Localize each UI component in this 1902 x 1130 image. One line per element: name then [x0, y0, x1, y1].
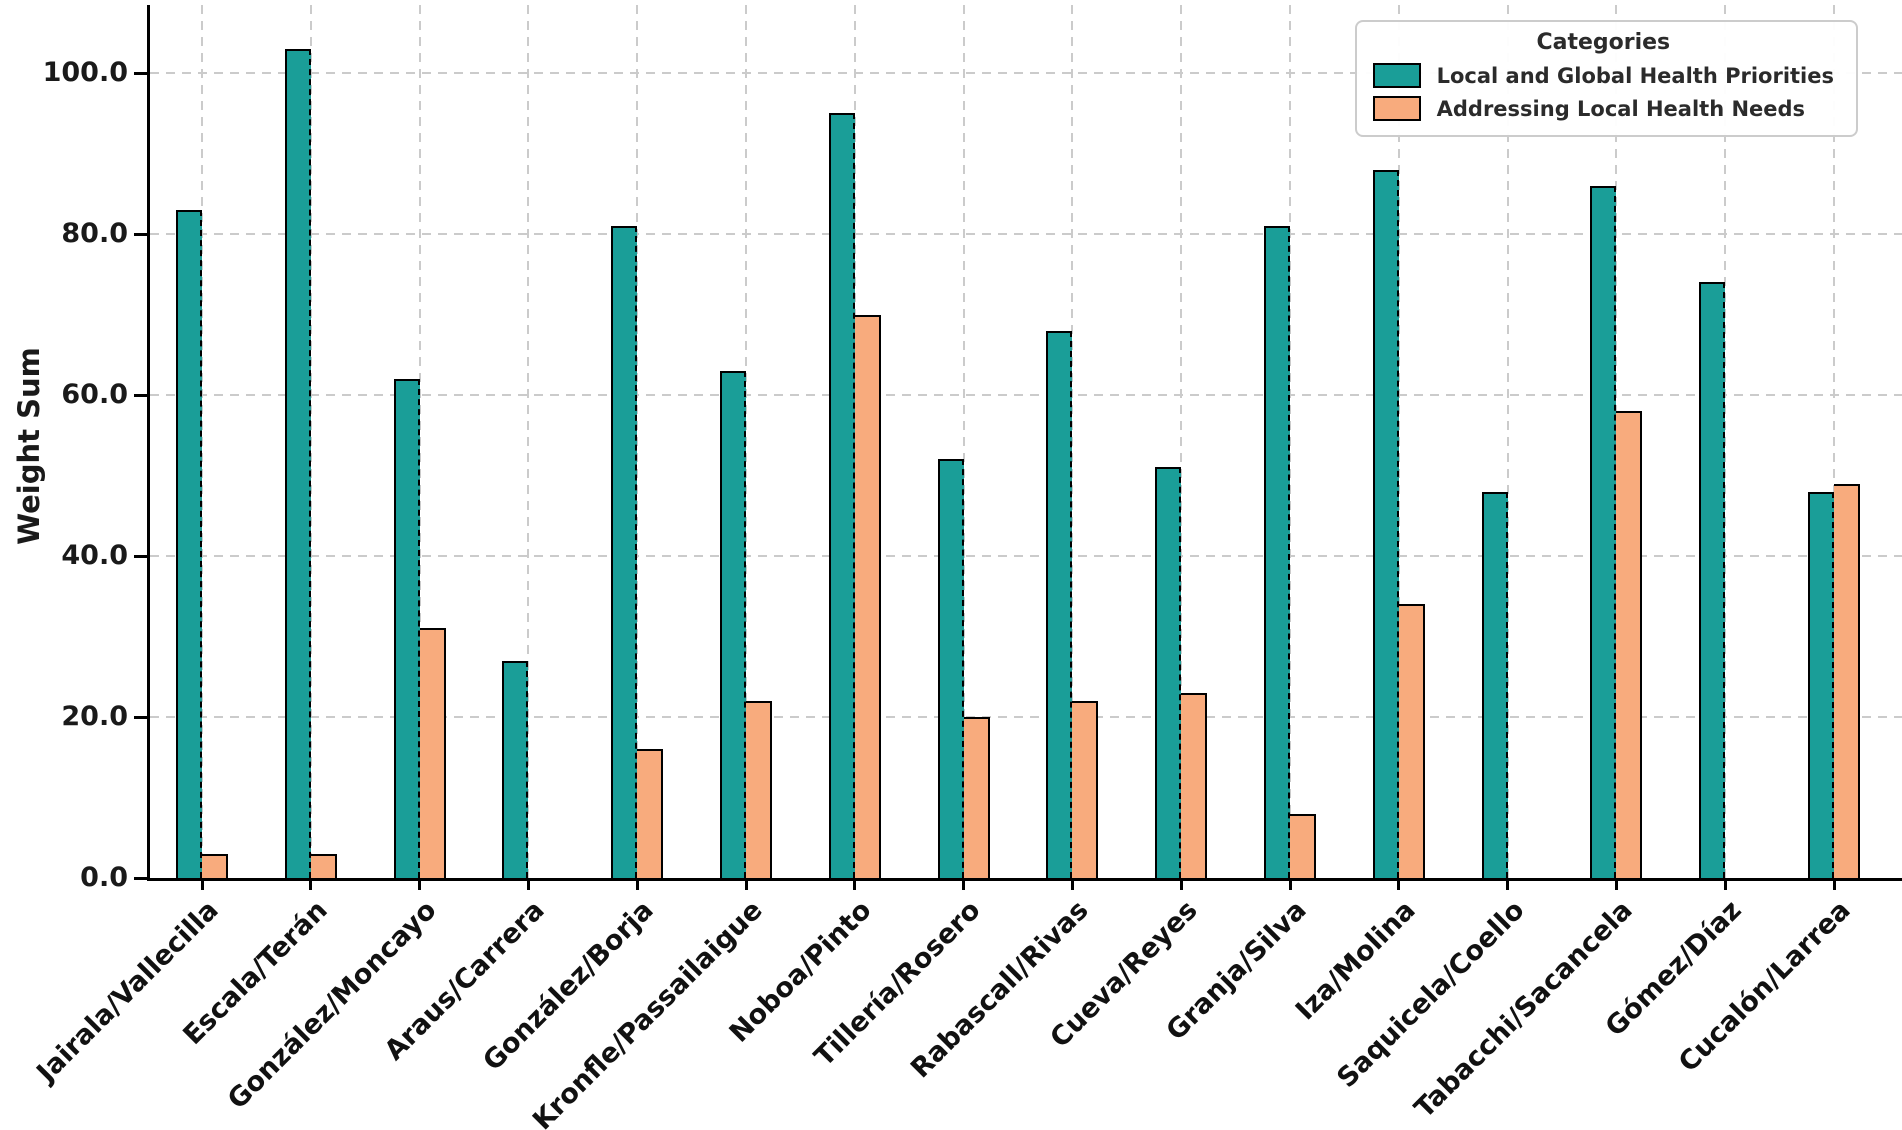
legend-item-needs: Addressing Local Health Needs	[1372, 96, 1834, 121]
gridline-vertical	[527, 5, 530, 878]
bar-addressing-local-health-needs-cucalo-n-larrea	[1834, 483, 1860, 878]
y-tick	[134, 715, 147, 719]
y-tick-label: 0.0	[80, 862, 128, 893]
gridline-vertical	[1289, 5, 1291, 878]
bar-local-and-global-health-priorities-escala-tera-n	[284, 48, 311, 878]
legend-label-needs: Addressing Local Health Needs	[1436, 96, 1806, 121]
needs-series-swatch	[1372, 96, 1421, 121]
y-tick-label: 20.0	[61, 701, 128, 732]
x-tick	[1506, 881, 1510, 890]
bar-local-and-global-health-priorities-araus-carrera	[502, 660, 529, 878]
y-tick	[134, 71, 147, 75]
bar-addressing-local-health-needs-tilleri-a-rosero	[963, 717, 990, 878]
bar-addressing-local-health-needs-gonza-lez-borja	[637, 749, 664, 878]
plot-area	[147, 5, 1902, 881]
y-tick-label: 80.0	[61, 218, 128, 249]
x-tick	[635, 881, 639, 890]
gridline-vertical	[636, 5, 639, 878]
bar-addressing-local-health-needs-noboa-pinto	[854, 314, 881, 878]
bar-addressing-local-health-needs-tabacchi-sacancela	[1616, 411, 1643, 878]
gridline-vertical	[745, 5, 747, 878]
x-tick	[1070, 881, 1074, 890]
gridline-vertical	[1833, 5, 1835, 878]
gridline-vertical	[1724, 5, 1727, 878]
x-tick	[1723, 881, 1727, 890]
gridline-vertical	[1397, 5, 1400, 878]
bar-local-and-global-health-priorities-gonza-lez-moncayo	[393, 378, 420, 878]
bar-addressing-local-health-needs-jairala-vallecilla	[202, 853, 228, 878]
x-tick	[1832, 881, 1836, 890]
bar-addressing-local-health-needs-escala-tera-n	[310, 853, 337, 878]
gridline-horizontal	[150, 72, 1902, 74]
bar-local-and-global-health-priorities-tabacchi-sacancela	[1590, 185, 1617, 878]
y-tick	[134, 876, 147, 880]
gridline-vertical	[1506, 5, 1509, 878]
bar-local-and-global-health-priorities-rabascall-rivas	[1046, 330, 1073, 878]
x-tick	[526, 881, 530, 890]
gridline-horizontal	[150, 555, 1902, 557]
x-tick	[418, 881, 422, 890]
gridline-vertical	[418, 5, 421, 878]
gridline-vertical	[201, 5, 203, 878]
bar-addressing-local-health-needs-kronfle-passailaigue	[746, 700, 772, 878]
bar-local-and-global-health-priorities-cueva-reyes	[1155, 467, 1182, 878]
bar-addressing-local-health-needs-gonza-lez-moncayo	[419, 628, 446, 878]
bar-addressing-local-health-needs-iza-molina	[1398, 604, 1425, 878]
y-tick-label: 40.0	[61, 540, 128, 571]
gridline-horizontal	[150, 716, 1902, 718]
y-tick	[134, 232, 147, 236]
priorities-series-swatch	[1372, 63, 1421, 88]
bar-addressing-local-health-needs-rabascall-rivas	[1072, 700, 1099, 878]
x-tick	[309, 881, 313, 890]
y-tick	[134, 393, 147, 397]
gridline-vertical	[309, 5, 312, 878]
gridline-vertical	[1071, 5, 1074, 878]
x-tick	[200, 881, 204, 890]
legend-item-priorities: Local and Global Health Priorities	[1372, 63, 1834, 88]
x-tick	[1179, 881, 1183, 890]
bar-local-and-global-health-priorities-noboa-pinto	[828, 113, 855, 878]
gridline-horizontal	[150, 394, 1902, 396]
bar-local-and-global-health-priorities-gonza-lez-borja	[611, 225, 638, 878]
x-tick	[962, 881, 966, 890]
gridline-horizontal	[150, 233, 1902, 235]
y-tick	[134, 554, 147, 558]
bar-local-and-global-health-priorities-saquicela-coello	[1481, 491, 1508, 878]
bar-addressing-local-health-needs-cueva-reyes	[1181, 692, 1208, 878]
bar-local-and-global-health-priorities-go-mez-di-az	[1699, 282, 1726, 878]
y-tick-label: 60.0	[61, 379, 128, 410]
bar-local-and-global-health-priorities-tilleri-a-rosero	[937, 459, 964, 878]
x-tick	[1288, 881, 1292, 890]
gridline-vertical	[1180, 5, 1183, 878]
legend-label-priorities: Local and Global Health Priorities	[1436, 63, 1834, 88]
x-tick	[744, 881, 748, 890]
bar-addressing-local-health-needs-granja-silva	[1290, 813, 1316, 878]
bar-local-and-global-health-priorities-kronfle-passailaigue	[720, 370, 746, 878]
bar-local-and-global-health-priorities-jairala-vallecilla	[176, 209, 202, 878]
bar-local-and-global-health-priorities-granja-silva	[1264, 225, 1290, 878]
bar-local-and-global-health-priorities-iza-molina	[1372, 169, 1399, 878]
y-tick-label: 100.0	[42, 57, 128, 88]
x-tick	[1397, 881, 1401, 890]
x-tick	[1614, 881, 1618, 890]
bar-local-and-global-health-priorities-cucalo-n-larrea	[1808, 491, 1834, 878]
legend-title: Categories	[1536, 30, 1671, 55]
x-tick	[853, 881, 857, 890]
gridline-vertical	[962, 5, 965, 878]
legend: Categories Local and Global Health Prior…	[1354, 20, 1858, 137]
